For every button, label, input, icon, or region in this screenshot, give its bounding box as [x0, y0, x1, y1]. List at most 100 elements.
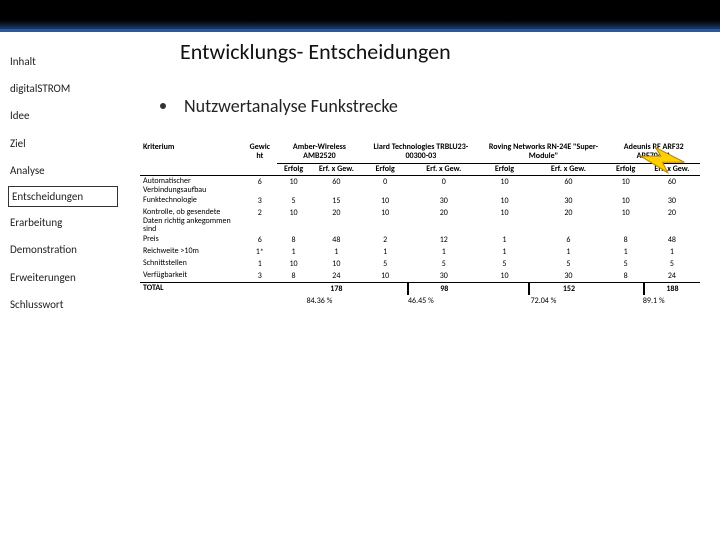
table-row: Schnittstellen11010555555	[140, 258, 700, 270]
sidebar-item-4[interactable]: Analyse	[8, 157, 118, 184]
cell-4-1: 1	[310, 246, 362, 258]
sidebar-item-9[interactable]: Schlusswort	[8, 291, 118, 318]
total-sum-3: 188	[644, 283, 700, 296]
total-pct-0: 84.36 %	[277, 295, 363, 307]
cell-2-1: 20	[310, 207, 362, 234]
cell-crit-3: Preis	[140, 234, 243, 246]
cell-3-3: 12	[408, 234, 479, 246]
sidebar-item-2[interactable]: Idee	[8, 102, 118, 129]
total-sum-1: 98	[408, 283, 479, 296]
sidebar: InhaltdigitalSTROMIdeeZielAnalyseEntsche…	[8, 48, 118, 318]
cell-6-6: 8	[607, 270, 643, 283]
cell-2-7: 20	[644, 207, 700, 234]
cell-3-7: 48	[644, 234, 700, 246]
cell-5-3: 5	[408, 258, 479, 270]
th-sub2-2: Erf. x Gew.	[529, 163, 607, 176]
table-row: Preis684821216848	[140, 234, 700, 246]
cell-w-4: 1*	[243, 246, 277, 258]
table-row: Funktechnologie3515103010301030	[140, 195, 700, 207]
cell-crit-1: Funktechnologie	[140, 195, 243, 207]
cell-3-5: 6	[529, 234, 607, 246]
page-title: Entwicklungs- Entscheidungen	[130, 38, 710, 65]
total-pct-3: 89.1 %	[607, 295, 700, 307]
cell-w-0: 6	[243, 176, 277, 195]
bullet-dot	[160, 103, 166, 109]
total-row: TOTAL17898152188	[140, 283, 700, 296]
cell-6-2: 10	[362, 270, 408, 283]
cell-0-3: 0	[408, 176, 479, 195]
cell-0-4: 10	[480, 176, 530, 195]
cell-crit-4: Reichweite >10m	[140, 246, 243, 258]
th-weight: Gewic ht	[243, 142, 277, 176]
cell-2-6: 10	[607, 207, 643, 234]
cell-5-0: 10	[277, 258, 311, 270]
total-sum-2: 152	[529, 283, 607, 296]
cell-1-5: 30	[529, 195, 607, 207]
table-row: Reichweite >10m1*11111111	[140, 246, 700, 258]
cell-5-6: 5	[607, 258, 643, 270]
cell-2-4: 10	[480, 207, 530, 234]
cell-6-1: 24	[310, 270, 362, 283]
cell-2-5: 20	[529, 207, 607, 234]
th-module-2: Roving Networks RN-24E "Super-Module"	[480, 142, 608, 163]
cell-4-0: 1	[277, 246, 311, 258]
cell-3-0: 8	[277, 234, 311, 246]
sidebar-item-7[interactable]: Demonstration	[8, 236, 118, 263]
cell-w-1: 3	[243, 195, 277, 207]
cell-crit-6: Verfügbarkeit	[140, 270, 243, 283]
cell-0-2: 0	[362, 176, 408, 195]
cell-1-6: 10	[607, 195, 643, 207]
pct-row: 84.36 %46.45 %72.04 %89.1 %	[140, 295, 700, 307]
cell-2-0: 10	[277, 207, 311, 234]
sidebar-item-1[interactable]: digitalSTROM	[8, 75, 118, 102]
cell-1-0: 5	[277, 195, 311, 207]
cell-w-2: 2	[243, 207, 277, 234]
bullet-text: Nutzwertanalyse Funkstrecke	[184, 95, 398, 117]
analysis-table: KriteriumGewic htAmber-Wireless AMB2520L…	[140, 142, 700, 307]
cell-w-6: 3	[243, 270, 277, 283]
cell-4-5: 1	[529, 246, 607, 258]
sidebar-item-3[interactable]: Ziel	[8, 130, 118, 157]
cell-crit-5: Schnittstellen	[140, 258, 243, 270]
cell-1-7: 30	[644, 195, 700, 207]
sidebar-item-8[interactable]: Erweiterungen	[8, 264, 118, 291]
cell-0-1: 60	[310, 176, 362, 195]
cell-5-2: 5	[362, 258, 408, 270]
th-sub1-0: Erfolg	[277, 163, 311, 176]
cell-3-6: 8	[607, 234, 643, 246]
cell-4-7: 1	[644, 246, 700, 258]
cell-3-1: 48	[310, 234, 362, 246]
sidebar-item-6[interactable]: Erarbeitung	[8, 209, 118, 236]
cell-6-5: 30	[529, 270, 607, 283]
total-sum-0: 178	[310, 283, 362, 296]
cell-5-4: 5	[480, 258, 530, 270]
cell-4-2: 1	[362, 246, 408, 258]
th-sub2-1: Erf. x Gew.	[408, 163, 479, 176]
th-module-1: Liard Technologies TRBLU23-00300-03	[362, 142, 479, 163]
cell-0-6: 10	[607, 176, 643, 195]
cell-6-3: 30	[408, 270, 479, 283]
cell-6-4: 10	[480, 270, 530, 283]
cell-2-3: 20	[408, 207, 479, 234]
cell-1-1: 15	[310, 195, 362, 207]
cell-3-4: 1	[480, 234, 530, 246]
cell-1-3: 30	[408, 195, 479, 207]
cell-w-5: 1	[243, 258, 277, 270]
sidebar-item-5[interactable]: Entscheidungen	[8, 186, 118, 207]
cell-0-7: 60	[644, 176, 700, 195]
bullet-row: Nutzwertanalyse Funkstrecke	[130, 95, 710, 117]
cell-5-7: 5	[644, 258, 700, 270]
cell-4-4: 1	[480, 246, 530, 258]
lightning-icon	[635, 143, 690, 178]
cell-5-5: 5	[529, 258, 607, 270]
cell-6-0: 8	[277, 270, 311, 283]
cell-0-5: 60	[529, 176, 607, 195]
main-content: Entwicklungs- Entscheidungen Nutzwertana…	[130, 38, 710, 307]
cell-5-1: 10	[310, 258, 362, 270]
cell-4-6: 1	[607, 246, 643, 258]
cell-crit-0: Automatischer Verbindungsaufbau	[140, 176, 243, 195]
sidebar-item-0[interactable]: Inhalt	[8, 48, 118, 75]
th-sub2-0: Erf. x Gew.	[310, 163, 362, 176]
th-sub1-2: Erfolg	[480, 163, 530, 176]
cell-1-2: 10	[362, 195, 408, 207]
